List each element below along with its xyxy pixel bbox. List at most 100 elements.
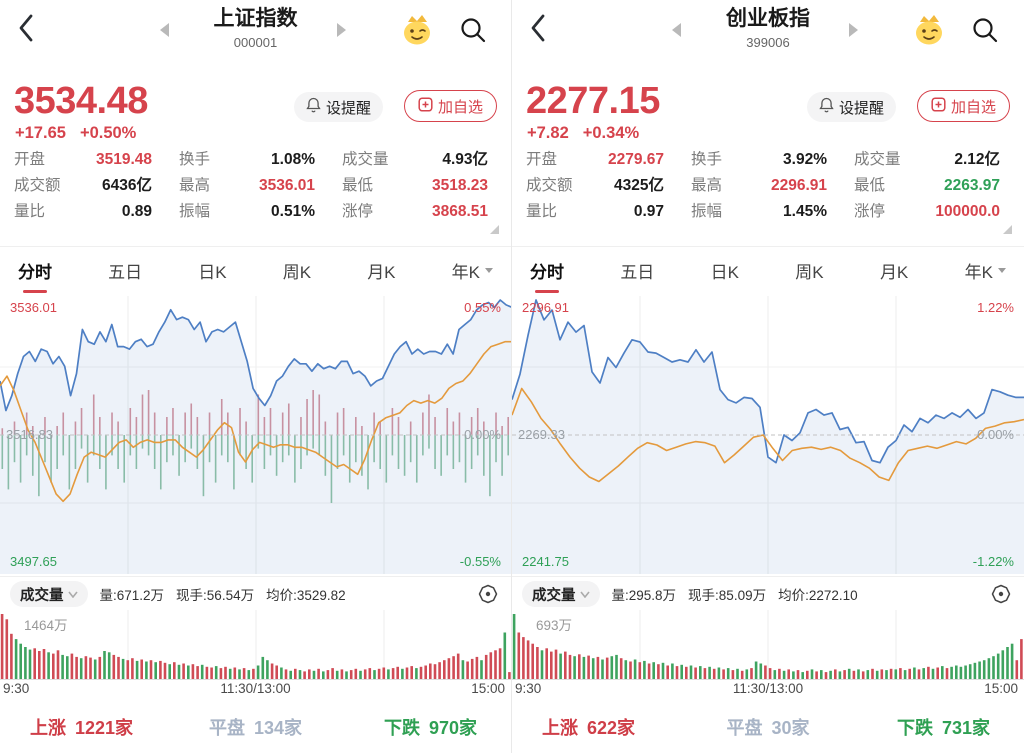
stat-item: 最高 2296.91 [691, 177, 827, 195]
divider [0, 246, 511, 247]
add-watchlist-label: 加自选 [437, 98, 483, 116]
volume-header: 成交量 量:671.2万 现手:56.54万 均价:3529.82 [10, 580, 499, 608]
tab-label: 周K [282, 262, 312, 282]
decliners-count: 731家 [941, 718, 990, 738]
volume-current: 现手:56.54万 [176, 588, 255, 603]
decliners: 下跌 731家 [897, 714, 990, 740]
tab-周K[interactable]: 周K [283, 254, 311, 291]
tab-label: 分时 [530, 262, 564, 282]
volume-selector-label: 成交量 [532, 587, 576, 604]
add-box-icon [418, 96, 433, 116]
chevron-down-icon [997, 267, 1006, 273]
stat-value: 6436亿 [102, 177, 152, 194]
stat-item: 成交额 6436亿 [14, 177, 152, 195]
volume-selector[interactable]: 成交量 [522, 581, 600, 607]
tab-label: 分时 [18, 262, 52, 282]
stat-label: 最低 [854, 177, 886, 194]
tab-label: 五日 [108, 262, 143, 282]
tab-五日[interactable]: 五日 [108, 254, 142, 291]
intraday-chart[interactable]: 2296.91 1.22% 2269.33 0.00% 2241.75 -1.2… [512, 296, 1024, 574]
tab-年K[interactable]: 年K [452, 254, 493, 291]
expand-stats-icon[interactable] [1003, 225, 1012, 234]
settings-gear-icon[interactable] [477, 583, 499, 605]
chart-tabs: 分时 五日 日K 周K 月K 年K [530, 250, 1006, 294]
stat-label: 换手 [179, 151, 211, 168]
stat-item: 涨停 100000.0 [854, 203, 1000, 221]
mascot-icon[interactable] [398, 10, 436, 48]
time-midday: 11:30/13:00 [732, 681, 804, 696]
stat-label: 换手 [691, 151, 723, 168]
stat-value: 4.93亿 [442, 151, 488, 168]
tab-日K[interactable]: 日K [198, 254, 226, 291]
back-icon[interactable] [12, 12, 40, 44]
stat-value: 1.08% [271, 151, 315, 168]
stat-value: 100000.0 [935, 203, 1000, 220]
stat-item: 换手 3.92% [691, 151, 827, 169]
unchanged-label: 平盘 [726, 718, 763, 738]
stat-value: 0.51% [271, 203, 315, 220]
stat-value: 4325亿 [614, 177, 664, 194]
change-percent: +0.50% [79, 124, 137, 142]
index-code: 000001 [233, 35, 278, 50]
intraday-chart[interactable]: 3536.01 0.55% 3516.83 0.00% 3497.65 -0.5… [0, 296, 511, 574]
unchanged-count: 134家 [253, 718, 303, 738]
stat-value: 2.12亿 [954, 151, 1000, 168]
set-alert-label: 设提醒 [325, 99, 371, 117]
volume-avg-price: 均价:3529.82 [266, 588, 346, 603]
tab-分时[interactable]: 分时 [18, 254, 52, 293]
add-watchlist-button[interactable]: 加自选 [403, 90, 497, 122]
advancers-label: 上涨 [542, 718, 578, 738]
tab-五日[interactable]: 五日 [620, 254, 654, 291]
active-tab-underline [535, 289, 559, 293]
index-price: 3534.48 [14, 80, 148, 122]
unchanged: 平盘 134家 [0, 714, 511, 740]
add-box-icon [931, 96, 946, 116]
price-change: +17.65 +0.50% [15, 124, 136, 143]
volume-max-label: 693万 [536, 618, 573, 633]
next-index-arrow-icon[interactable] [336, 22, 348, 38]
next-index-arrow-icon[interactable] [848, 22, 860, 38]
back-icon[interactable] [524, 12, 552, 44]
volume-chart[interactable]: 693万 [512, 610, 1024, 680]
stat-item: 成交量 2.12亿 [854, 151, 1000, 169]
volume-chart[interactable]: 1464万 [0, 610, 511, 680]
stat-value: 3536.01 [258, 177, 315, 194]
header-title-block: 上证指数 000001 [96, 4, 415, 51]
time-open: 9:30 [3, 681, 30, 696]
tab-年K[interactable]: 年K [965, 254, 1006, 291]
advancers-count: 1221家 [75, 718, 134, 738]
volume-avg-price: 均价:2272.10 [778, 588, 858, 603]
search-icon[interactable] [970, 15, 1000, 45]
set-alert-button[interactable]: 设提醒 [806, 92, 896, 122]
chart-high-label: 2296.91 [522, 300, 569, 315]
stat-item: 振幅 0.51% [179, 203, 315, 221]
add-watchlist-button[interactable]: 加自选 [916, 90, 1010, 122]
tab-日K[interactable]: 日K [711, 254, 739, 291]
chevron-down-icon [579, 591, 590, 598]
prev-index-arrow-icon[interactable] [670, 22, 682, 38]
tab-分时[interactable]: 分时 [530, 254, 564, 293]
divider [512, 246, 1024, 247]
time-axis: 9:30 11:30/13:00 15:00 [512, 681, 1024, 699]
prev-index-arrow-icon[interactable] [158, 22, 170, 38]
volume-selector[interactable]: 成交量 [10, 581, 88, 607]
search-icon[interactable] [458, 15, 488, 45]
volume-total: 量:671.2万 [99, 588, 165, 603]
tab-月K[interactable]: 月K [367, 254, 395, 291]
mascot-icon[interactable] [910, 10, 948, 48]
expand-stats-icon[interactable] [490, 225, 499, 234]
settings-gear-icon[interactable] [990, 583, 1012, 605]
stat-item: 振幅 1.45% [691, 203, 827, 221]
tab-周K[interactable]: 周K [795, 254, 823, 291]
stat-label: 量比 [526, 203, 558, 220]
stat-item: 量比 0.89 [14, 203, 152, 221]
volume-selector-label: 成交量 [20, 587, 64, 604]
advancers-count: 622家 [587, 718, 636, 738]
volume-info: 量:671.2万 现手:56.54万 均价:3529.82 [100, 584, 346, 604]
set-alert-button[interactable]: 设提醒 [293, 92, 383, 122]
chevron-down-icon [485, 267, 493, 273]
tab-月K[interactable]: 月K [880, 254, 908, 291]
chart-mid-pct: 0.00% [977, 427, 1014, 442]
time-midday: 11:30/13:00 [220, 681, 291, 696]
bell-icon [306, 97, 321, 117]
